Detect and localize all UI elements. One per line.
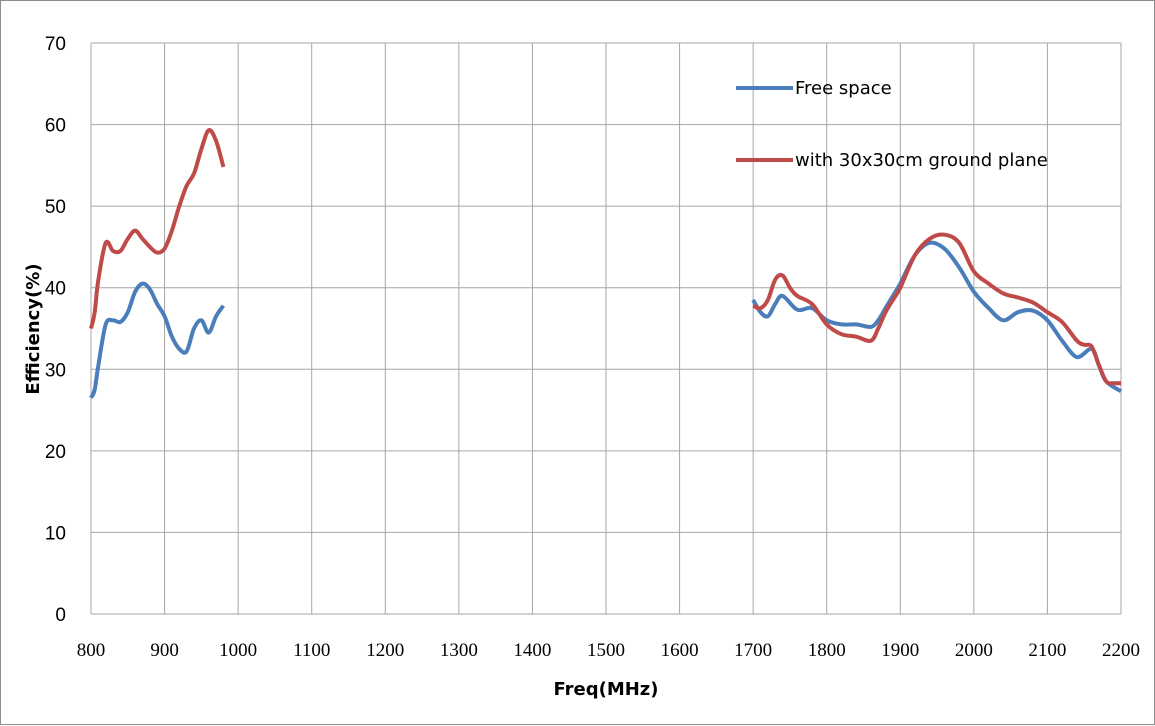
x-tick-1900: 1900	[881, 640, 919, 661]
x-tick-800: 800	[77, 640, 106, 661]
legend-label-ground-plane: with 30x30cm ground plane	[795, 150, 1048, 171]
y-tick-0: 0	[55, 605, 66, 626]
x-tick-1100: 1100	[293, 640, 330, 661]
x-tick-2000: 2000	[955, 640, 993, 661]
series-line-ground-plane-low-band	[89, 128, 226, 329]
x-tick-1000: 1000	[219, 640, 257, 661]
x-tick-900: 900	[150, 640, 179, 661]
y-tick-70: 70	[45, 34, 66, 55]
x-tick-1200: 1200	[366, 640, 404, 661]
x-tick-2100: 2100	[1028, 640, 1066, 661]
x-tick-1500: 1500	[587, 640, 625, 661]
x-tick-2200: 2200	[1102, 640, 1140, 661]
legend-label-free-space: Free space	[795, 78, 892, 99]
y-tick-20: 20	[45, 442, 66, 463]
series-lines	[89, 128, 1123, 399]
x-tick-1800: 1800	[808, 640, 846, 661]
x-tick-1700: 1700	[734, 640, 772, 661]
x-axis-title: Freq(MHz)	[553, 679, 658, 700]
y-tick-30: 30	[45, 360, 66, 381]
legend: Free space with 30x30cm ground plane	[736, 78, 1048, 171]
series-line-ground-plane-high-band	[752, 232, 1122, 386]
y-axis-ticks: 0 10 20 30 40 50 60 70	[45, 34, 66, 626]
series-line-free-space-low-band	[89, 281, 226, 399]
gridlines	[90, 42, 1122, 615]
x-tick-1600: 1600	[661, 640, 699, 661]
x-axis-ticks: 800 900 1000 1100 1200 1300 1400 1500 1600 1700 18…	[77, 640, 1140, 661]
y-tick-10: 10	[45, 523, 66, 544]
y-axis-title: Efficiency(%)	[23, 263, 44, 394]
y-tick-60: 60	[45, 116, 66, 137]
x-tick-1300: 1300	[440, 640, 478, 661]
y-tick-50: 50	[45, 197, 66, 218]
y-tick-40: 40	[45, 279, 66, 300]
x-tick-1400: 1400	[513, 640, 551, 661]
